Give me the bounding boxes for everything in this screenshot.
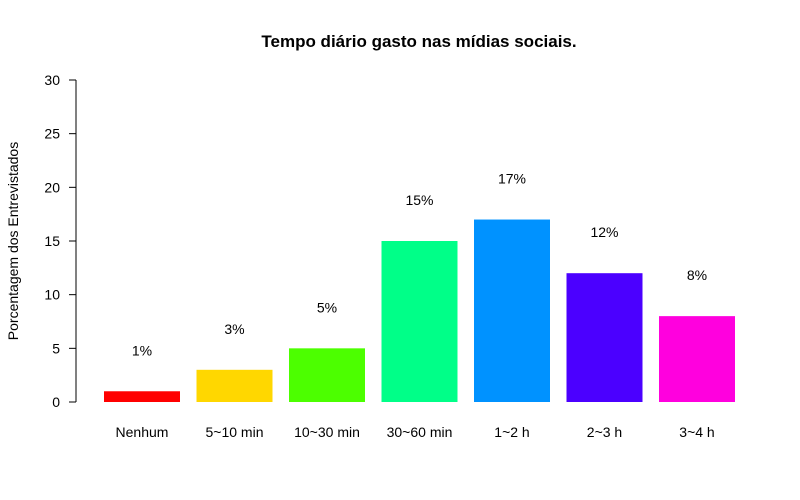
y-tick-label: 30 (44, 72, 60, 88)
y-tick-label: 15 (44, 233, 60, 249)
category-labels-group: Nenhum 5~10 min 10~30 min 30~60 min 1~2 h 2~3… (116, 424, 715, 440)
bar-data-label: 15% (405, 192, 433, 208)
x-category-label: 30~60 min (387, 424, 453, 440)
x-category-label: 3~4 h (679, 424, 714, 440)
bar (566, 273, 643, 402)
y-tick-label: 20 (44, 179, 60, 195)
y-tick-label: 5 (52, 340, 60, 356)
bar-data-label: 3% (224, 321, 244, 337)
x-category-label: 1~2 h (494, 424, 529, 440)
x-category-label: Nenhum (116, 424, 169, 440)
bar-data-label: 17% (498, 171, 526, 187)
bar-data-label: 12% (590, 224, 618, 240)
bar-data-label: 1% (132, 342, 152, 358)
bar (474, 219, 550, 402)
bar (289, 348, 365, 402)
bar-data-label: 8% (687, 267, 707, 283)
x-category-label: 10~30 min (294, 424, 360, 440)
bar (196, 369, 273, 402)
y-axis-label: Porcentagem dos Entrevistados (5, 142, 21, 340)
bar-labels-group: 1% 3% 5% 15% 17% 12% 8% (132, 171, 707, 359)
y-tick-label: 0 (52, 394, 60, 410)
y-axis: 0 5 10 15 20 25 30 (44, 72, 77, 410)
y-tick-label: 10 (44, 287, 60, 303)
chart-title: Tempo diário gasto nas mídias sociais. (261, 32, 576, 51)
y-tick-label: 25 (44, 126, 60, 142)
x-category-label: 2~3 h (587, 424, 622, 440)
bar (381, 241, 458, 402)
bar (104, 391, 180, 402)
bar (659, 316, 735, 402)
bar-data-label: 5% (317, 299, 337, 315)
x-category-label: 5~10 min (206, 424, 264, 440)
bars-group (104, 219, 735, 402)
